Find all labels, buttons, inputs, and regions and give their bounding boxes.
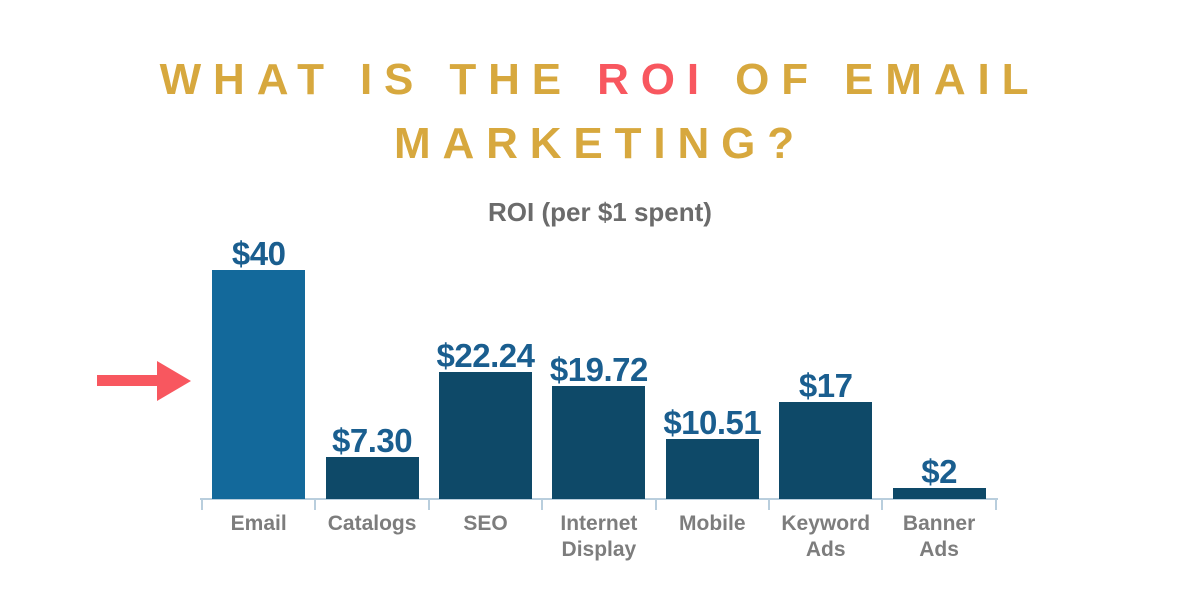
- x-axis-line: [200, 498, 998, 500]
- bar-value-label: $40: [231, 235, 286, 272]
- category-label: Mobile: [679, 512, 746, 535]
- bar-internet-display: [552, 386, 646, 499]
- x-axis-tick: [654, 498, 657, 510]
- category-label: Catalogs: [327, 512, 417, 535]
- category-label: Email: [230, 512, 287, 535]
- page-title: WHAT IS THE ROI OF EMAIL MARKETING?: [100, 48, 1100, 176]
- title-highlight: ROI: [597, 55, 711, 104]
- bar-value-label: $10.51: [663, 403, 762, 441]
- bar-value-label: $2: [921, 452, 957, 490]
- category-label: SEO: [463, 512, 508, 535]
- x-axis-tick: [541, 498, 544, 510]
- bar-email: [212, 270, 306, 499]
- bar-value-label: $19.72: [549, 351, 648, 389]
- bar-value-label: $17: [798, 366, 853, 404]
- bar-value-label: $22.24: [436, 336, 535, 374]
- category-label: Internet Display: [560, 512, 638, 561]
- title-text-after: OF EMAIL MARKETING?: [393, 55, 1041, 168]
- x-axis-tick: [427, 498, 430, 510]
- bar-keyword-ads: [779, 401, 873, 499]
- bar-value-label: $7.30: [332, 422, 413, 460]
- category-label: Banner Ads: [902, 512, 976, 561]
- x-axis-tick: [201, 498, 203, 510]
- arrow-shaft: [97, 375, 159, 386]
- bar-banner-ads: [892, 487, 986, 499]
- x-axis-tick: [768, 498, 770, 510]
- title-text-before: WHAT IS THE: [159, 55, 598, 104]
- x-axis-tick: [994, 498, 997, 510]
- chart-title: ROI (per $1 spent): [488, 197, 712, 227]
- bar-catalogs: [325, 457, 419, 499]
- bar-seo: [439, 371, 532, 499]
- x-axis-tick: [881, 498, 884, 510]
- category-label: Keyword Ads: [781, 512, 871, 561]
- bar-mobile: [665, 438, 759, 499]
- x-axis-tick: [314, 498, 317, 510]
- arrow-head: [157, 361, 191, 401]
